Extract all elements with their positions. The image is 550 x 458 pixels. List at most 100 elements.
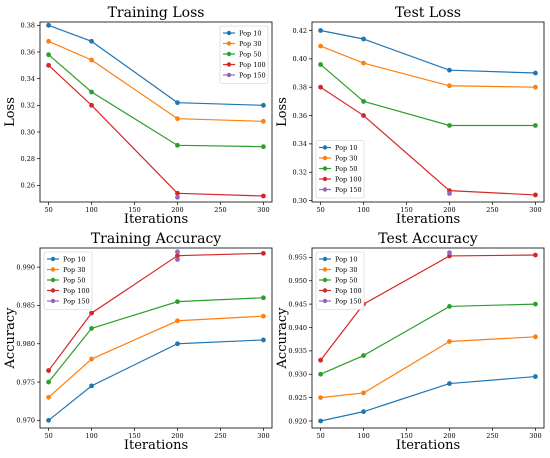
series-pop-50 bbox=[46, 295, 266, 385]
chart-title: Test Loss bbox=[395, 5, 461, 21]
x-tick-label: 150 bbox=[128, 206, 140, 214]
legend-label: Pop 10 bbox=[63, 255, 86, 263]
y-tick-label: 0.34 bbox=[293, 140, 307, 148]
legend-label: Pop 100 bbox=[239, 61, 266, 69]
legend-label: Pop 100 bbox=[335, 175, 362, 183]
y-tick-label: 0.32 bbox=[21, 102, 35, 110]
data-point bbox=[89, 326, 94, 331]
y-tick-label: 0.30 bbox=[21, 128, 35, 136]
data-point bbox=[46, 368, 51, 373]
y-tick-label: 0.980 bbox=[16, 340, 35, 348]
series-pop-30 bbox=[318, 43, 538, 90]
x-tick-label: 100 bbox=[85, 432, 97, 440]
data-point bbox=[318, 395, 323, 401]
x-tick-label: 250 bbox=[214, 206, 226, 214]
data-point bbox=[261, 337, 266, 343]
legend-swatch-marker bbox=[226, 72, 232, 78]
data-point bbox=[175, 299, 180, 305]
legend-swatch-marker bbox=[322, 298, 328, 304]
data-point bbox=[261, 193, 266, 199]
legend-swatch-marker bbox=[322, 288, 328, 293]
x-axis-label: Iterations bbox=[396, 438, 460, 453]
y-tick-label: 0.985 bbox=[16, 302, 35, 310]
legend-swatch-marker bbox=[322, 277, 328, 283]
plot-frame bbox=[311, 21, 545, 203]
y-tick-label: 0.955 bbox=[288, 254, 307, 262]
series-pop-150 bbox=[175, 194, 180, 200]
x-axis-label: Iterations bbox=[124, 438, 188, 453]
x-tick-label: 250 bbox=[486, 206, 498, 214]
data-point bbox=[175, 253, 180, 259]
data-point bbox=[175, 249, 180, 255]
data-point bbox=[361, 353, 366, 358]
data-point bbox=[261, 250, 266, 256]
data-point bbox=[447, 123, 452, 128]
series-line bbox=[320, 254, 536, 361]
x-tick-label: 100 bbox=[85, 206, 97, 214]
data-point bbox=[175, 116, 180, 122]
x-tick-label: 300 bbox=[257, 432, 269, 440]
y-tick-label: 0.28 bbox=[21, 155, 35, 163]
x-tick-label: 50 bbox=[316, 206, 324, 214]
series-pop-150 bbox=[447, 250, 452, 256]
x-tick-label: 200 bbox=[443, 432, 455, 440]
data-point bbox=[361, 409, 366, 415]
legend-swatch-marker bbox=[50, 288, 56, 293]
series-line bbox=[320, 86, 536, 196]
x-tick-label: 150 bbox=[400, 432, 412, 440]
series-pop-150 bbox=[447, 191, 452, 196]
data-point bbox=[175, 190, 180, 196]
y-tick-label: 0.30 bbox=[293, 197, 307, 205]
y-tick-label: 0.36 bbox=[293, 112, 307, 120]
data-point bbox=[533, 252, 538, 258]
legend-label: Pop 50 bbox=[239, 50, 262, 58]
legend-label: Pop 150 bbox=[63, 297, 90, 305]
series-pop-30 bbox=[318, 334, 538, 401]
data-point bbox=[533, 334, 538, 340]
data-point bbox=[318, 371, 323, 377]
chart-title: Test Accuracy bbox=[378, 231, 477, 247]
y-axis-label: Loss bbox=[3, 97, 18, 127]
data-point bbox=[46, 62, 51, 68]
legend-label: Pop 150 bbox=[335, 297, 362, 305]
series-pop-10 bbox=[318, 28, 538, 76]
legend-label: Pop 10 bbox=[335, 144, 358, 152]
y-tick-label: 0.930 bbox=[288, 371, 307, 379]
data-point bbox=[46, 417, 51, 423]
legend-label: Pop 100 bbox=[335, 287, 362, 295]
legend-label: Pop 50 bbox=[63, 276, 86, 284]
y-axis-label: Accuracy bbox=[3, 307, 18, 370]
data-point bbox=[533, 374, 538, 379]
data-point bbox=[533, 123, 538, 128]
chart-title: Training Loss bbox=[108, 5, 205, 21]
series-pop-10 bbox=[46, 337, 266, 423]
data-point bbox=[46, 52, 51, 58]
legend-swatch-marker bbox=[226, 41, 232, 46]
y-tick-label: 0.38 bbox=[293, 83, 307, 91]
data-point bbox=[46, 379, 51, 385]
chart-panel-4: Test Accuracy Iterations Accuracy 50 100 150 2… bbox=[275, 231, 545, 453]
data-point bbox=[175, 194, 180, 200]
series-line bbox=[48, 54, 264, 148]
series-line bbox=[320, 375, 536, 422]
data-point bbox=[175, 318, 180, 324]
data-point bbox=[46, 394, 51, 400]
series-line bbox=[320, 29, 536, 74]
data-point bbox=[533, 192, 538, 198]
legend-swatch-marker bbox=[50, 277, 56, 283]
legend-frame bbox=[315, 140, 365, 199]
legend-label: Pop 10 bbox=[239, 29, 262, 37]
legend-label: Pop 150 bbox=[239, 71, 266, 79]
series-pop-10 bbox=[46, 22, 266, 108]
series-line bbox=[48, 339, 264, 421]
plot-frame bbox=[39, 247, 273, 429]
data-point bbox=[318, 418, 323, 424]
series-line bbox=[48, 40, 264, 122]
y-tick-label: 0.32 bbox=[293, 169, 307, 177]
legend-label: Pop 10 bbox=[335, 255, 358, 263]
y-axis-label: Loss bbox=[275, 97, 290, 127]
x-axis-label: Iterations bbox=[124, 212, 188, 227]
data-point bbox=[89, 383, 94, 389]
legend-swatch-marker bbox=[226, 30, 232, 36]
data-point bbox=[261, 118, 266, 124]
